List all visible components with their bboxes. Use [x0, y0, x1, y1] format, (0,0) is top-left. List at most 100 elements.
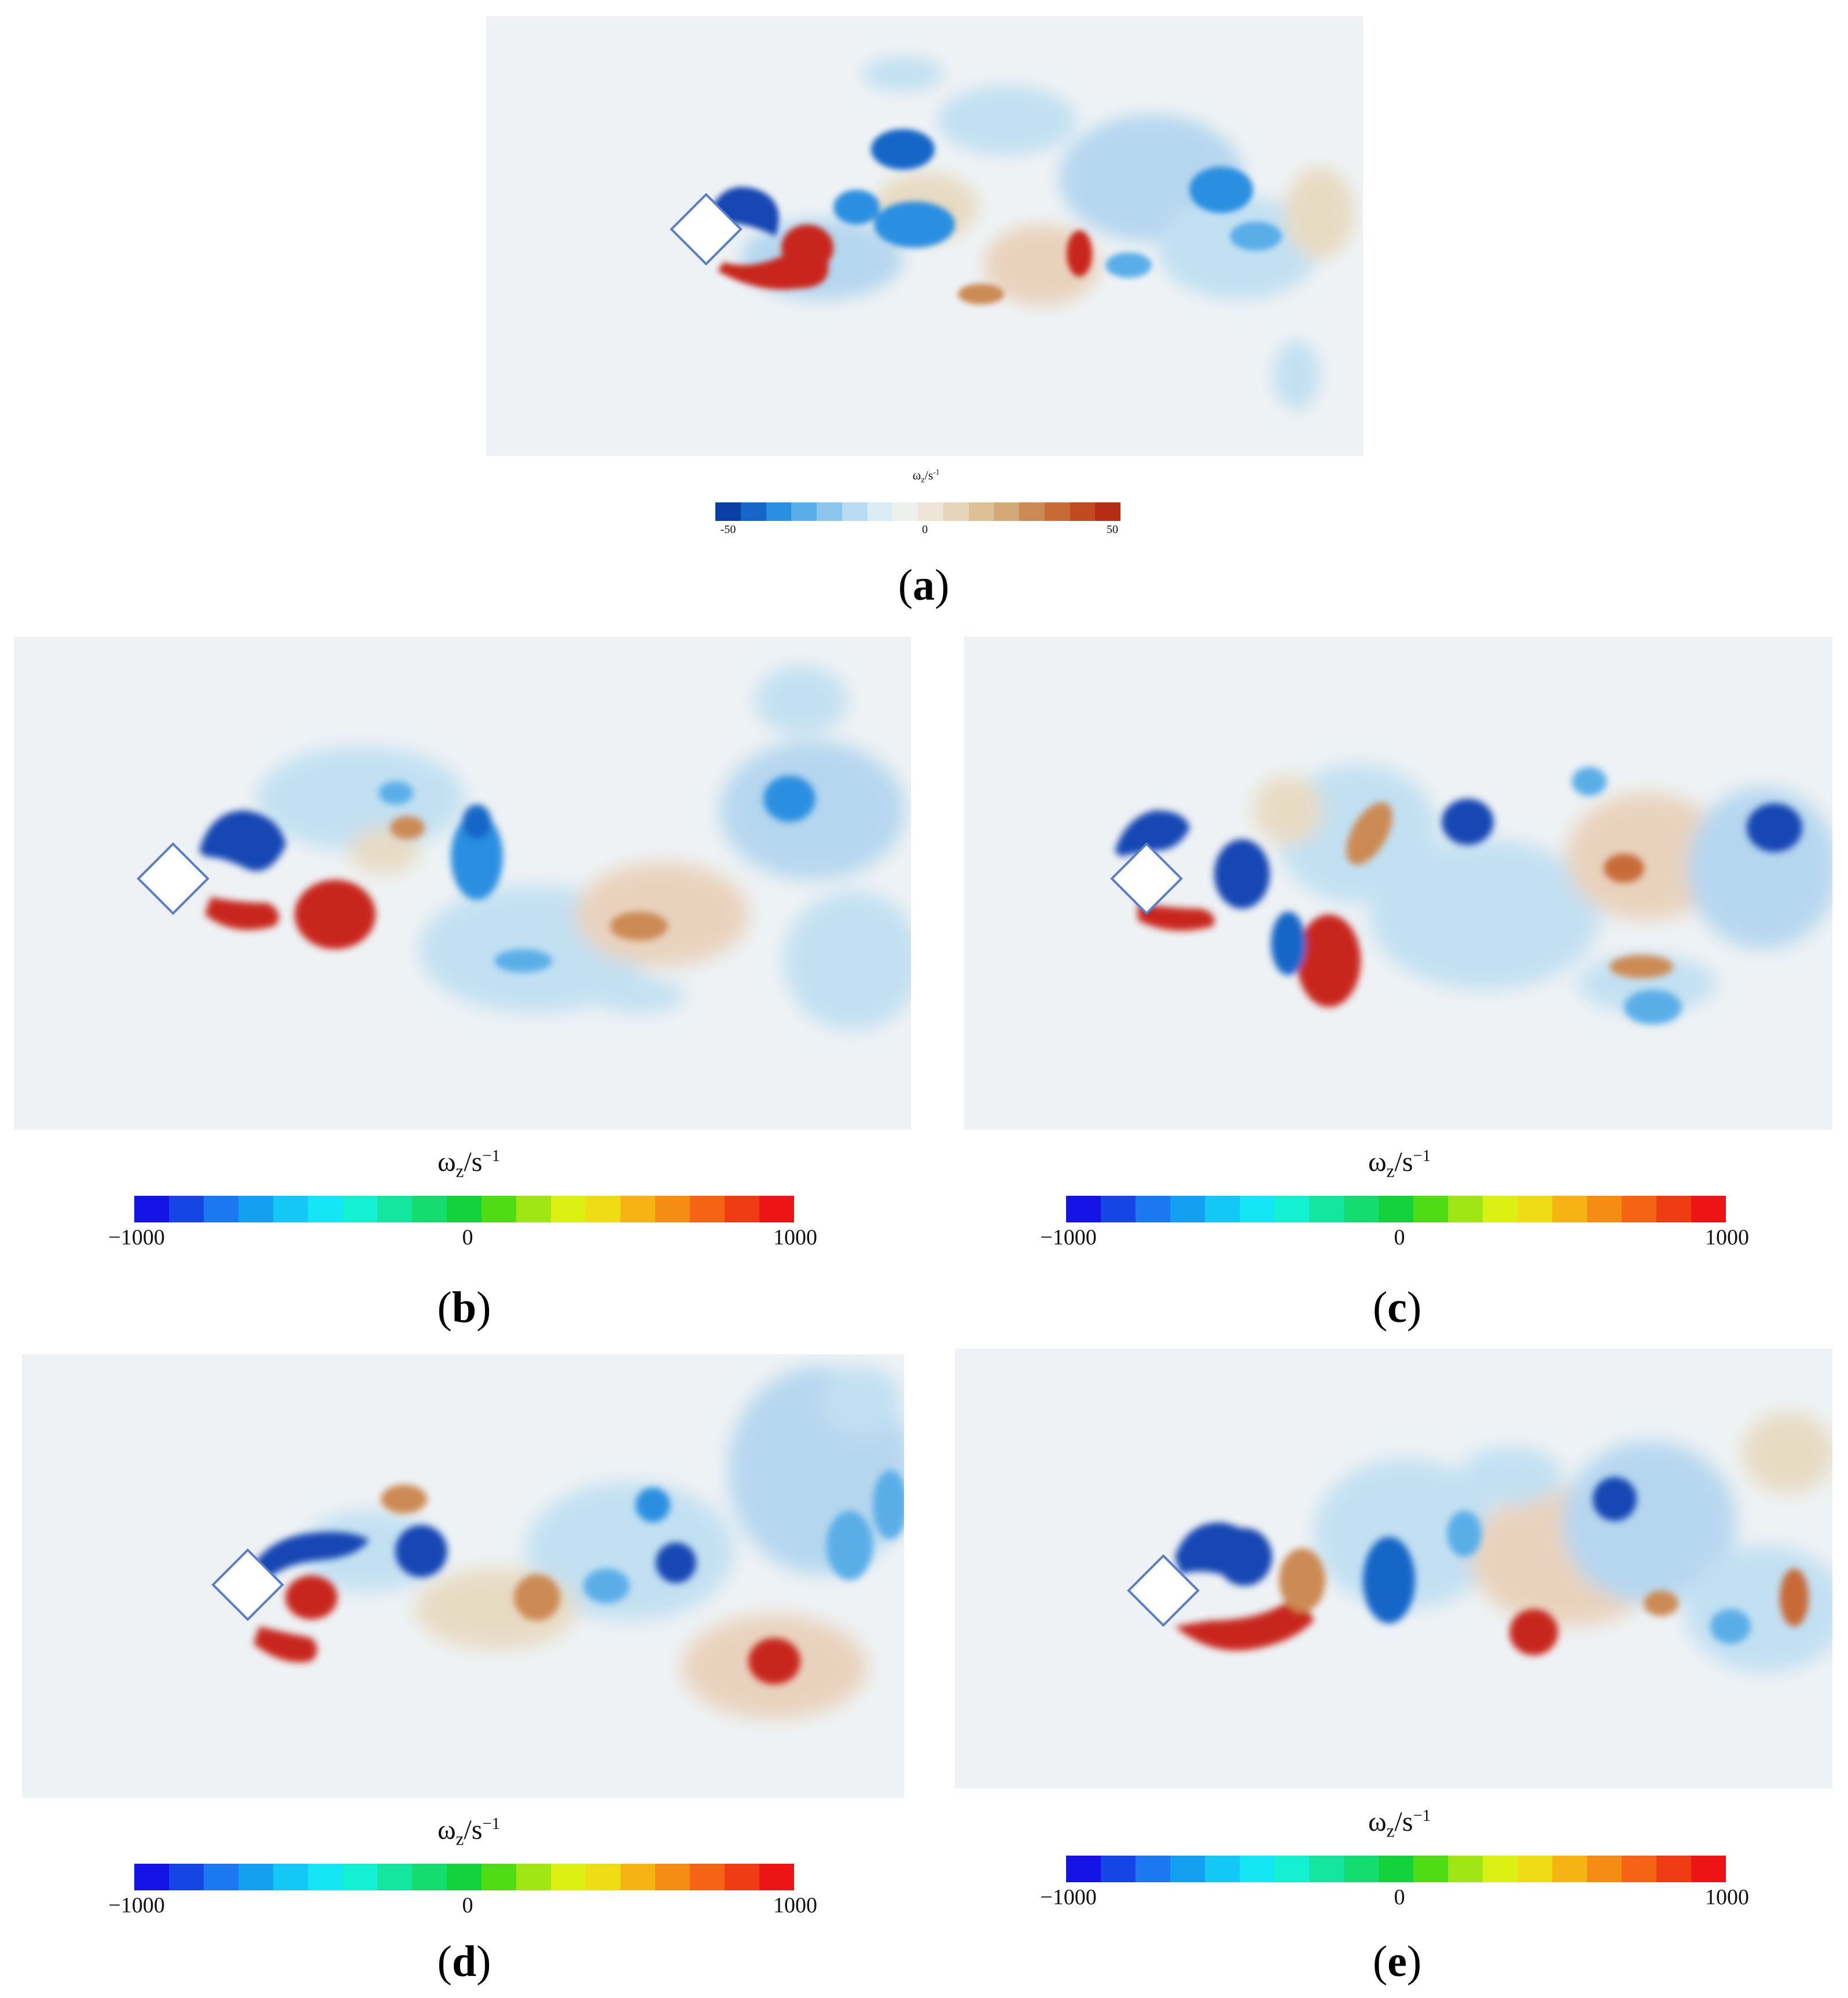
colorbar-title-sup-a: -1	[933, 468, 940, 476]
panel-caption-c: (c)	[1372, 1283, 1422, 1332]
vorticity-contour-e	[955, 1349, 1832, 1788]
colorbar-segment	[759, 1864, 794, 1890]
colorbar-segment	[134, 1196, 169, 1222]
colorbar-segment	[1070, 502, 1096, 521]
colorbar-segment	[968, 502, 994, 521]
colorbar-segment	[204, 1864, 238, 1890]
vorticity-field-b	[14, 637, 911, 1130]
colorbar-segment	[238, 1196, 273, 1222]
colorbar-segment	[343, 1196, 377, 1222]
colorbar-tick-min-d: −1000	[108, 1893, 165, 1918]
colorbar-title-d: ωz/s−1	[376, 1814, 561, 1850]
colorbar-segment	[1136, 1856, 1170, 1882]
panel-label-c: c	[1387, 1283, 1407, 1332]
colorbar-d	[134, 1864, 794, 1890]
colorbar-segment	[516, 1196, 551, 1222]
colorbar-segment	[1552, 1856, 1587, 1882]
colorbar-segment	[1170, 1856, 1205, 1882]
vorticity-contour-c	[964, 637, 1832, 1130]
colorbar-segment	[1656, 1856, 1691, 1882]
colorbar-segment	[377, 1196, 412, 1222]
colorbar-segment	[1413, 1856, 1448, 1882]
colorbar-segment	[273, 1864, 308, 1890]
colorbar-title-sup-b: −1	[482, 1147, 501, 1165]
colorbar-segment	[1691, 1856, 1726, 1882]
colorbar-segment	[412, 1196, 447, 1222]
colorbar-tick-mid-e: 0	[1394, 1885, 1405, 1909]
colorbar-title-rest-e: /s	[1394, 1806, 1413, 1837]
colorbar-segment	[412, 1864, 447, 1890]
colorbar-segment	[620, 1864, 655, 1890]
colorbar-segment	[1518, 1196, 1552, 1222]
colorbar-tick-max-d: 1000	[773, 1893, 817, 1918]
colorbar-segment	[1274, 1196, 1309, 1222]
colorbar-segment	[1552, 1196, 1587, 1222]
colorbar-tick-mid-c: 0	[1394, 1225, 1405, 1250]
colorbar-segment	[1483, 1856, 1518, 1882]
panel-caption-e: (e)	[1372, 1937, 1422, 1986]
colorbar-segment	[343, 1864, 377, 1890]
colorbar-segment	[1587, 1856, 1622, 1882]
colorbar-title-sub-a: z	[921, 475, 925, 485]
colorbar-segment	[1448, 1856, 1483, 1882]
colorbar-title-rest-c: /s	[1394, 1147, 1413, 1177]
colorbar-a	[715, 502, 1120, 521]
colorbar-segment	[1101, 1196, 1136, 1222]
colorbar-segment	[715, 502, 741, 521]
colorbar-segment	[918, 502, 943, 521]
colorbar-tick-max-e: 1000	[1705, 1885, 1749, 1909]
colorbar-title-main-e: ω	[1368, 1806, 1387, 1837]
colorbar-title-e: ωz/s−1	[1307, 1806, 1492, 1842]
colorbar-c	[1066, 1196, 1726, 1222]
colorbar-segment	[1518, 1856, 1552, 1882]
colorbar-title-a: ωz/s-1	[851, 468, 1001, 486]
colorbar-segment	[1019, 502, 1045, 521]
colorbar-title-sup-e: −1	[1413, 1806, 1431, 1825]
colorbar-segment	[551, 1196, 586, 1222]
colorbar-tick-min-c: −1000	[1040, 1225, 1097, 1250]
colorbar-segment	[1066, 1196, 1101, 1222]
colorbar-title-sub-e: z	[1386, 1820, 1395, 1841]
colorbar-segment	[169, 1864, 204, 1890]
colorbar-tick-mid-d: 0	[462, 1893, 473, 1918]
vorticity-contour-a	[486, 16, 1363, 456]
colorbar-title-sup-d: −1	[482, 1815, 501, 1833]
colorbar-segment	[1448, 1196, 1483, 1222]
colorbar-segment	[204, 1196, 238, 1222]
colorbar-segment	[725, 1196, 759, 1222]
colorbar-segment	[994, 502, 1019, 521]
colorbar-segment	[308, 1196, 343, 1222]
vorticity-field-c	[964, 637, 1832, 1130]
colorbar-title-c: ωz/s−1	[1307, 1146, 1492, 1182]
colorbar-title-b: ωz/s−1	[376, 1146, 561, 1182]
colorbar-title-rest-b: /s	[464, 1147, 483, 1177]
colorbar-tick-max-b: 1000	[773, 1225, 817, 1250]
colorbar-tick-min-b: −1000	[108, 1225, 165, 1250]
colorbar-segment	[447, 1864, 482, 1890]
colorbar-title-main-c: ω	[1368, 1147, 1387, 1177]
colorbar-segment	[447, 1196, 482, 1222]
colorbar-segment	[1622, 1856, 1656, 1882]
colorbar-segment	[1044, 502, 1070, 521]
colorbar-segment	[655, 1864, 690, 1890]
colorbar-segment	[273, 1196, 308, 1222]
colorbar-segment	[1622, 1196, 1656, 1222]
colorbar-title-main-a: ω	[912, 468, 921, 483]
vorticity-field-e	[955, 1349, 1832, 1788]
colorbar-segment	[1413, 1196, 1448, 1222]
colorbar-segment	[943, 502, 969, 521]
colorbar-segment	[1136, 1196, 1170, 1222]
panel-label-e: e	[1387, 1937, 1407, 1986]
colorbar-segment	[1344, 1196, 1379, 1222]
colorbar-tick-min-a: -50	[720, 523, 736, 536]
colorbar-tick-mid-b: 0	[462, 1225, 473, 1250]
colorbar-segment	[516, 1864, 551, 1890]
colorbar-segment	[1587, 1196, 1622, 1222]
colorbar-segment	[1656, 1196, 1691, 1222]
colorbar-tick-mid-a: 0	[922, 523, 928, 536]
colorbar-segment	[1309, 1196, 1344, 1222]
vorticity-contour-b	[14, 637, 911, 1130]
vorticity-field-d	[22, 1354, 904, 1798]
colorbar-b	[134, 1196, 794, 1222]
colorbar-segment	[1240, 1856, 1274, 1882]
